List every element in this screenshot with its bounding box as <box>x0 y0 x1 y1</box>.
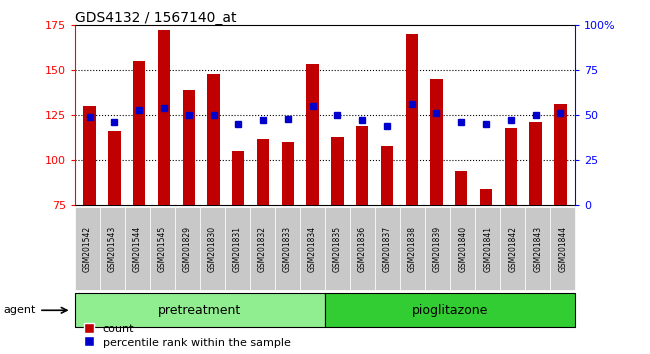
Bar <box>332 137 344 205</box>
Text: GSM201834: GSM201834 <box>308 225 317 272</box>
Bar <box>529 122 542 205</box>
Bar <box>207 74 220 205</box>
Text: GSM201832: GSM201832 <box>258 226 267 272</box>
Bar <box>83 106 96 205</box>
Bar <box>381 146 393 205</box>
Text: GSM201836: GSM201836 <box>358 225 367 272</box>
Bar <box>554 104 567 205</box>
Text: GSM201841: GSM201841 <box>483 226 492 272</box>
Text: GSM201833: GSM201833 <box>283 225 292 272</box>
Text: GSM201838: GSM201838 <box>408 226 417 272</box>
Text: pretreatment: pretreatment <box>158 304 242 317</box>
Text: GSM201839: GSM201839 <box>433 225 442 272</box>
Text: GSM201840: GSM201840 <box>458 225 467 272</box>
Bar <box>183 90 195 205</box>
Bar <box>356 126 369 205</box>
Legend: count, percentile rank within the sample: count, percentile rank within the sample <box>81 320 295 352</box>
Bar <box>480 189 492 205</box>
Text: GSM201843: GSM201843 <box>533 225 542 272</box>
Bar <box>455 171 467 205</box>
Text: pioglitazone: pioglitazone <box>412 304 488 317</box>
Text: GDS4132 / 1567140_at: GDS4132 / 1567140_at <box>75 11 236 25</box>
Bar <box>406 34 418 205</box>
Bar <box>158 30 170 205</box>
Text: GSM201835: GSM201835 <box>333 225 342 272</box>
Text: GSM201831: GSM201831 <box>233 226 242 272</box>
Text: GSM201837: GSM201837 <box>383 225 392 272</box>
Text: GSM201545: GSM201545 <box>158 225 167 272</box>
Text: GSM201542: GSM201542 <box>83 225 92 272</box>
Bar <box>257 138 269 205</box>
Text: GSM201829: GSM201829 <box>183 226 192 272</box>
Bar <box>281 142 294 205</box>
Text: agent: agent <box>3 305 36 315</box>
Text: GSM201543: GSM201543 <box>108 225 117 272</box>
Bar <box>430 79 443 205</box>
Bar <box>108 131 121 205</box>
Bar <box>306 64 318 205</box>
Text: GSM201844: GSM201844 <box>558 225 567 272</box>
Text: GSM201544: GSM201544 <box>133 225 142 272</box>
Text: GSM201842: GSM201842 <box>508 226 517 272</box>
Bar <box>232 151 244 205</box>
Bar <box>133 61 146 205</box>
Text: GSM201830: GSM201830 <box>208 225 217 272</box>
Bar <box>504 128 517 205</box>
